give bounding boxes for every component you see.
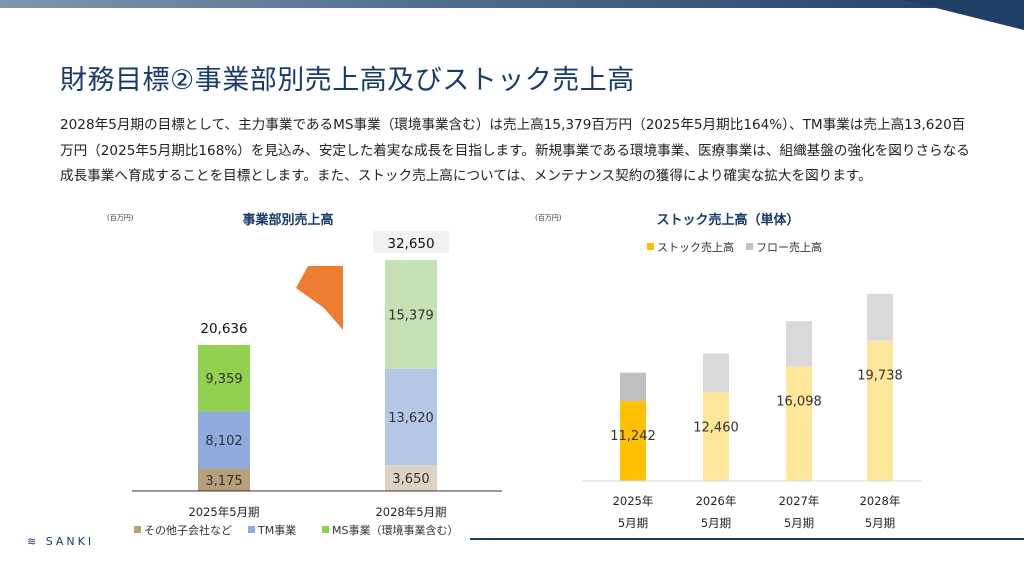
sanki-logo: ≋ SANKI (27, 535, 95, 548)
stock-bar-3 (867, 340, 893, 481)
body-paragraph: 2028年5月期の目標として、主力事業であるMS事業（環境事業含む）は売上高15… (60, 117, 970, 184)
x-tick-label-year-0: 2025年 (613, 494, 654, 508)
chart1-legend-swatch-0 (134, 526, 141, 533)
chart2-legend-label-stock: ストック売上高 (657, 240, 734, 254)
page-title: 財務目標②事業部別売上高及びストック売上高 (60, 65, 635, 96)
segment-label-other-segment-1: 3,650 (392, 472, 429, 487)
chart2-title: ストック売上高（単体） (656, 212, 799, 228)
chart2-legend-swatch-flow (746, 243, 753, 250)
bar-tm-segment-0 (198, 411, 250, 469)
x-tick-label-1: 2028年5月期 (375, 505, 446, 519)
total-label-0: 20,636 (200, 321, 247, 337)
x-tick-label-period-2: 5月期 (784, 516, 814, 530)
growth-arrow-icon (296, 266, 343, 330)
total-label-bg-1 (373, 231, 449, 254)
corner-decoration (904, 0, 1024, 30)
chart1-legend-label-1: TM事業 (257, 524, 296, 537)
top-accent-bar (0, 0, 1024, 8)
segment-label-ms-segment-0: 9,359 (205, 372, 242, 387)
chart1-title: 事業部別売上高 (242, 212, 333, 228)
x-tick-label-period-3: 5月期 (865, 516, 895, 530)
bar-tm-segment-1 (385, 368, 437, 466)
flow-bar-1 (703, 353, 729, 393)
chart2-legend-swatch-stock (647, 243, 654, 250)
chart2-legend-label-flow: フロー売上高 (756, 240, 822, 254)
stock-value-label-0: 11,242 (610, 429, 656, 444)
x-tick-label-year-1: 2026年 (696, 494, 737, 508)
total-label-1: 32,650 (387, 236, 434, 252)
segment-label-other-segment-0: 3,175 (205, 474, 242, 489)
chart1-legend-label-2: MS事業（環境事業含む） (332, 523, 458, 537)
stock-value-label-3: 19,738 (857, 369, 903, 384)
flow-bar-2 (786, 321, 812, 367)
x-tick-label-period-1: 5月期 (701, 516, 731, 530)
x-tick-label-year-2: 2027年 (779, 494, 820, 508)
stock-bar-0 (620, 401, 646, 481)
stock-value-label-2: 16,098 (776, 395, 822, 410)
segment-label-tm-segment-0: 8,102 (205, 434, 242, 449)
bar-ms-segment-0 (198, 344, 250, 412)
bar-ms-segment-1 (385, 260, 437, 369)
flow-bar-3 (867, 293, 893, 341)
chart1-legend-swatch-2 (322, 526, 329, 533)
x-tick-label-0: 2025年5月期 (188, 505, 259, 519)
x-tick-label-period-0: 5月期 (618, 516, 648, 530)
flow-bar-0 (620, 372, 646, 402)
chart2-unit: (百万円) (535, 214, 562, 222)
chart1-unit: (百万円) (107, 214, 134, 222)
x-tick-label-year-3: 2028年 (860, 494, 901, 508)
bar-other-segment-1 (385, 465, 437, 491)
stock-bar-2 (786, 366, 812, 481)
chart1-legend-label-0: その他子会社など (144, 523, 232, 537)
stock-bar-1 (703, 392, 729, 481)
segment-label-tm-segment-1: 13,620 (388, 411, 434, 426)
segment-label-ms-segment-1: 15,379 (388, 308, 434, 323)
bar-other-segment-0 (198, 468, 250, 491)
stock-value-label-1: 12,460 (693, 420, 739, 435)
footer-line (470, 538, 1024, 540)
chart1-legend-swatch-1 (248, 526, 255, 533)
